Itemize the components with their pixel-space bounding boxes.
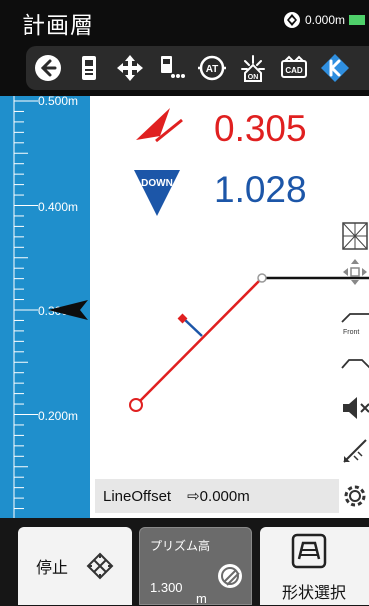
position-marker-icon [48, 300, 88, 320]
status-bar: 計画層 0.000m [0, 0, 369, 42]
profile-view-icon [341, 359, 369, 369]
start-point [129, 398, 143, 412]
front-view-icon: Front [341, 313, 369, 336]
on-icon: ON [241, 55, 265, 82]
prism-settings-button[interactable] [152, 49, 190, 87]
status-value: 0.000m [304, 13, 345, 27]
move-icon [117, 55, 143, 81]
page-title: 計画層 [22, 13, 94, 39]
line-offset-label: LineOffset [103, 487, 172, 505]
shape-select-icon [291, 533, 327, 569]
on-button[interactable]: ON [234, 49, 272, 87]
offset-line [183, 318, 203, 337]
k-logo-icon [321, 54, 349, 82]
back-icon [35, 55, 61, 81]
prism-position-icon [177, 313, 188, 324]
shape-select-button[interactable]: 形状選択 [260, 527, 369, 605]
stop-tracking-icon [86, 552, 114, 580]
device-button[interactable] [70, 49, 108, 87]
settings-button[interactable] [340, 480, 369, 512]
measure-edit-icon [343, 439, 367, 463]
slope-indicator-icon [155, 118, 183, 143]
pan-icon [343, 259, 367, 285]
at-button[interactable]: AT [193, 49, 231, 87]
stop-button[interactable]: 停止 [18, 527, 132, 605]
view-grid-icon [342, 222, 368, 250]
mute-button[interactable] [340, 392, 369, 424]
prism-height-value: 1.300 [150, 580, 183, 595]
svg-text:Front: Front [343, 329, 359, 336]
scale-label: 0.200m [38, 409, 79, 423]
scale-label: 0.500m [38, 96, 79, 108]
toolbar: AT ON CAD [26, 46, 369, 90]
design-line-slope [135, 277, 263, 406]
line-offset-bar: LineOffset ⇨0.000m [95, 479, 339, 513]
cad-button[interactable]: CAD [275, 49, 313, 87]
pan-button[interactable] [340, 256, 369, 288]
down-badge-label: DOWN [141, 178, 173, 189]
svg-text:CAD: CAD [285, 66, 303, 75]
down-badge-icon [134, 170, 180, 216]
k-logo-button[interactable] [316, 49, 354, 87]
view-grid-button[interactable] [340, 220, 369, 252]
scale-label: 0.400m [38, 200, 79, 214]
prism-icon [218, 564, 242, 588]
vertical-readout: 1.028 [214, 169, 307, 210]
move-button[interactable] [111, 49, 149, 87]
scale-ticks [13, 96, 38, 518]
back-button[interactable] [29, 49, 67, 87]
front-view-button[interactable]: Front [340, 308, 369, 340]
toolbar-area: AT ON CAD [0, 42, 369, 96]
shape-select-label: 形状選択 [282, 583, 347, 602]
mute-icon [343, 397, 369, 419]
status-indicators: 0.000m [283, 11, 365, 29]
svg-text:AT: AT [206, 64, 219, 75]
settings-gear-icon [344, 485, 366, 507]
svg-text:ON: ON [248, 74, 259, 81]
measure-edit-button[interactable] [340, 436, 369, 468]
prism-height-button[interactable]: プリズム高 1.300 m [139, 527, 252, 606]
vertex-point [257, 273, 267, 283]
line-offset-value: ⇨0.000m [187, 488, 250, 505]
prism-status-icon [283, 12, 300, 28]
horizontal-readout: 0.305 [214, 108, 307, 149]
direction-arrow-icon [136, 108, 170, 140]
profile-view-button[interactable] [340, 352, 369, 384]
at-icon: AT [198, 55, 226, 81]
battery-icon [349, 15, 365, 25]
stop-label: 停止 [35, 558, 68, 577]
device-icon [82, 56, 96, 80]
plot-canvas[interactable]: DOWN [0, 96, 369, 518]
cad-icon: CAD [281, 55, 307, 78]
prism-height-title: プリズム高 [150, 539, 211, 553]
prism-settings-icon [161, 56, 185, 78]
bottom-bar: 停止 プリズム高 1.300 m 形状選択 [0, 518, 369, 606]
prism-height-unit: m [196, 591, 207, 606]
